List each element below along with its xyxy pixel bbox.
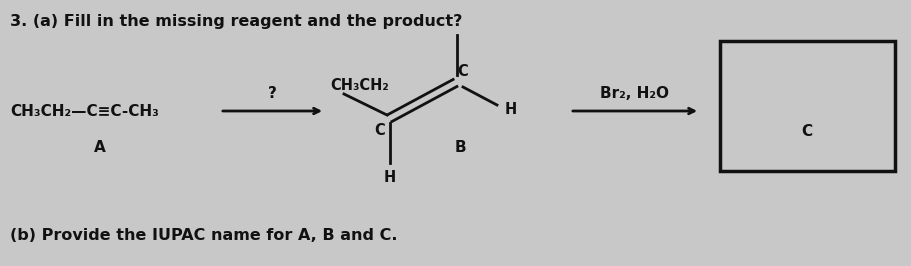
Text: B: B (454, 140, 466, 156)
Bar (719, 41, 894, 171)
Text: C: C (374, 123, 384, 138)
Text: CH₃CH₂: CH₃CH₂ (330, 78, 388, 94)
Text: A: A (94, 140, 106, 156)
Text: ?: ? (267, 86, 276, 102)
Text: C: C (456, 64, 467, 79)
Text: CH₃CH₂—C≡C-CH₃: CH₃CH₂—C≡C-CH₃ (10, 103, 159, 118)
Text: Br₂, H₂O: Br₂, H₂O (599, 86, 669, 102)
Text: (b) Provide the IUPAC name for A, B and C.: (b) Provide the IUPAC name for A, B and … (10, 228, 397, 243)
Text: H: H (384, 170, 395, 185)
Text: 3. (a) Fill in the missing reagent and the product?: 3. (a) Fill in the missing reagent and t… (10, 14, 462, 29)
Text: C: C (801, 123, 812, 139)
Text: H: H (505, 102, 517, 117)
